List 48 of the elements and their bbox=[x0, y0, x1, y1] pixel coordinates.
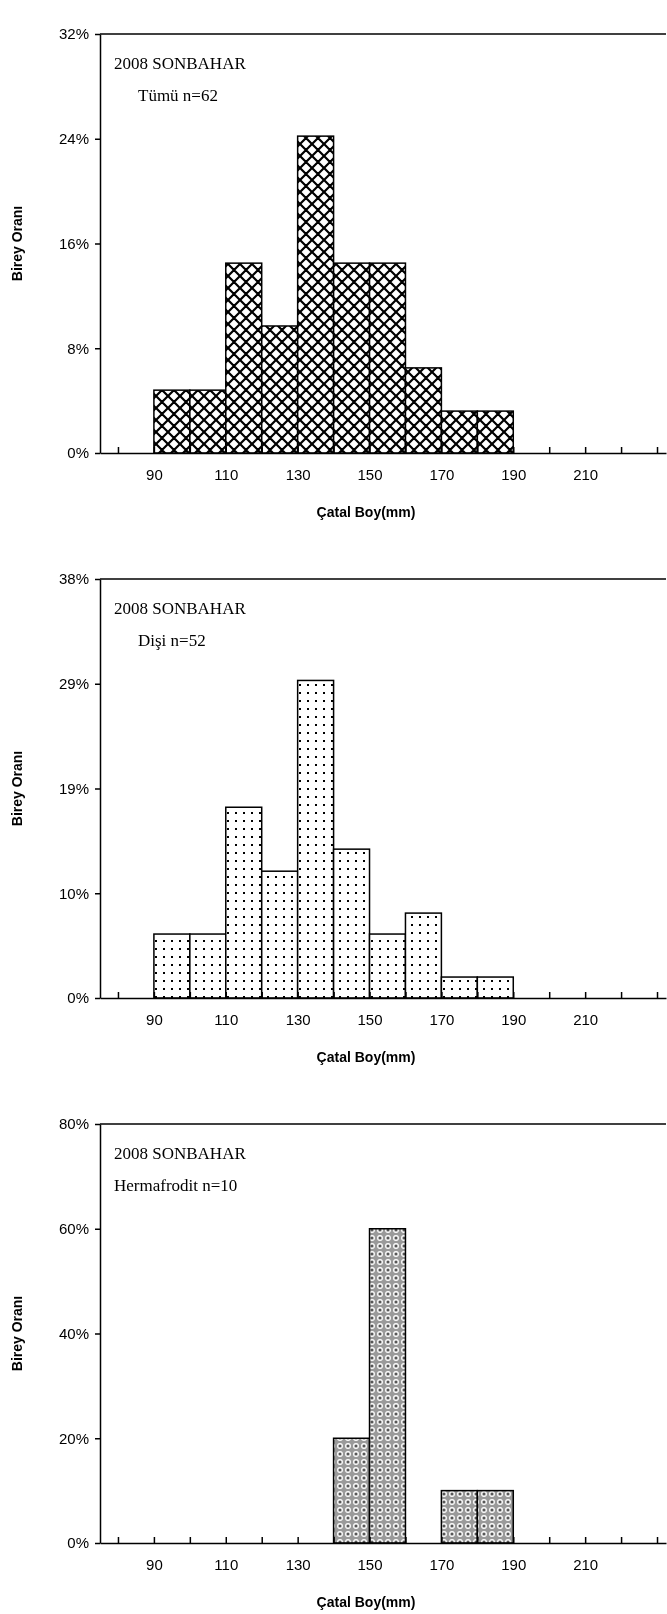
y-tick-label: 19% bbox=[58, 779, 89, 797]
x-tick-label: 130 bbox=[285, 465, 311, 483]
y-tick-label: 40% bbox=[58, 1324, 89, 1342]
x-tick-label: 90 bbox=[146, 465, 163, 483]
y-tick-label: 32% bbox=[58, 25, 89, 43]
y-tick-label: 38% bbox=[58, 570, 89, 588]
x-tick-label: 210 bbox=[573, 1010, 599, 1028]
x-axis-title: Çatal Boy(mm) bbox=[316, 1594, 416, 1610]
y-tick-label: 60% bbox=[58, 1220, 89, 1238]
x-tick-label: 90 bbox=[146, 1555, 163, 1573]
y-axis-title: Birey Oranı bbox=[9, 205, 25, 282]
y-tick-label: 0% bbox=[67, 989, 89, 1007]
x-tick-label: 150 bbox=[357, 1555, 383, 1573]
x-tick-label: 210 bbox=[573, 1555, 599, 1573]
x-tick-label: 190 bbox=[501, 1010, 527, 1028]
x-tick-label: 130 bbox=[285, 1555, 311, 1573]
x-tick-label: 190 bbox=[501, 465, 527, 483]
annotation: Hermafrodit n=10 bbox=[114, 1176, 238, 1195]
annotation: 2008 SONBAHAR bbox=[114, 599, 247, 618]
y-tick-label: 8% bbox=[67, 339, 89, 357]
x-tick-label: 170 bbox=[429, 1010, 455, 1028]
y-tick-label: 0% bbox=[67, 1534, 89, 1552]
y-tick-label: 20% bbox=[58, 1429, 89, 1447]
x-tick-label: 150 bbox=[357, 465, 383, 483]
annotation: Dişi n=52 bbox=[138, 631, 206, 650]
y-tick-label: 10% bbox=[58, 884, 89, 902]
x-tick-label: 170 bbox=[429, 465, 455, 483]
y-tick-label: 24% bbox=[58, 130, 89, 148]
y-tick-label: 29% bbox=[58, 675, 89, 693]
x-tick-label: 110 bbox=[214, 1555, 239, 1573]
x-tick-label: 90 bbox=[146, 1010, 163, 1028]
x-axis-title: Çatal Boy(mm) bbox=[316, 504, 416, 520]
y-axis-title: Birey Oranı bbox=[9, 1295, 25, 1372]
y-tick-label: 80% bbox=[58, 1115, 89, 1133]
annotation: 2008 SONBAHAR bbox=[114, 1144, 247, 1163]
x-tick-label: 110 bbox=[214, 1010, 239, 1028]
x-tick-label: 210 bbox=[573, 465, 599, 483]
annotation: Tümü n=62 bbox=[138, 86, 218, 105]
y-tick-label: 16% bbox=[58, 234, 89, 252]
x-tick-label: 130 bbox=[285, 1010, 311, 1028]
x-tick-label: 170 bbox=[429, 1555, 455, 1573]
y-axis-title: Birey Oranı bbox=[9, 750, 25, 827]
annotation: 2008 SONBAHAR bbox=[114, 54, 247, 73]
x-tick-label: 110 bbox=[214, 465, 239, 483]
y-tick-label: 0% bbox=[67, 444, 89, 462]
x-tick-label: 150 bbox=[357, 1010, 383, 1028]
x-axis-title: Çatal Boy(mm) bbox=[316, 1049, 416, 1065]
x-tick-label: 190 bbox=[501, 1555, 527, 1573]
